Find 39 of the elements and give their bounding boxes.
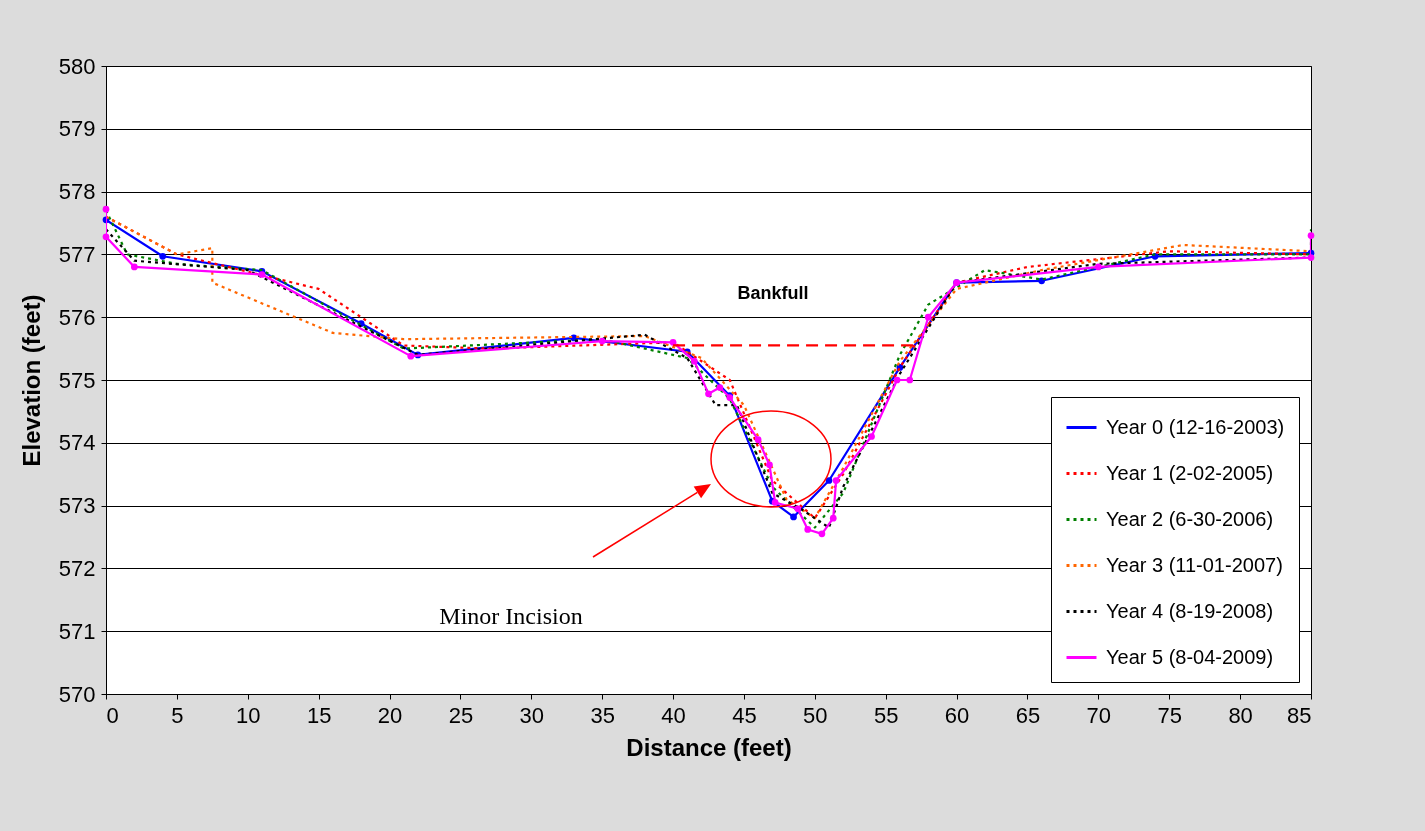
annotation: Bankfull — [737, 283, 809, 303]
y-tick-label: 573 — [58, 493, 96, 519]
legend-label: Year 1 (2-02-2005) — [1106, 461, 1274, 484]
y-tick-label: 574 — [58, 430, 96, 456]
x-tick-label: 15 — [306, 702, 332, 728]
y-axis-title: Elevation (feet) — [17, 294, 45, 467]
y-tick-label: 579 — [58, 116, 96, 142]
x-tick-label: 20 — [377, 702, 403, 728]
x-tick-label: 75 — [1157, 702, 1182, 728]
legend-label: Year 0 (12-16-2003) — [1106, 415, 1285, 438]
x-tick-label: 85 — [1287, 702, 1312, 728]
legend-label: Year 2 (6-30-2006) — [1106, 507, 1274, 530]
x-tick-label: 65 — [1015, 702, 1041, 728]
x-tick-label: 55 — [873, 702, 899, 728]
x-axis-title: Distance (feet) — [626, 733, 792, 761]
legend-label: Year 3 (11-01-2007) — [1106, 553, 1283, 576]
y-tick-label: 575 — [58, 367, 96, 393]
y-tick-label: 570 — [58, 681, 96, 707]
y-tick-label: 578 — [58, 179, 96, 205]
x-tick-label: 40 — [661, 702, 686, 728]
x-tick-label: 25 — [448, 702, 474, 728]
x-tick-label: 10 — [236, 702, 261, 728]
legend-label: Year 5 (8-04-2009) — [1106, 645, 1274, 668]
legend-label: Year 4 (8-19-2008) — [1106, 599, 1274, 622]
y-tick-label: 577 — [58, 241, 96, 267]
y-tick-label: 580 — [58, 53, 96, 79]
x-tick-label: 70 — [1086, 702, 1112, 728]
x-tick-label: 80 — [1228, 702, 1253, 728]
x-tick-label: 30 — [519, 702, 545, 728]
x-tick-label: 5 — [171, 702, 184, 728]
x-tick-label: 50 — [803, 702, 828, 728]
x-tick-label: 60 — [944, 702, 970, 728]
x-tick-label: 45 — [732, 702, 757, 728]
x-tick-label: 35 — [590, 702, 615, 728]
y-tick-label: 572 — [58, 555, 96, 581]
y-tick-label: 571 — [58, 618, 96, 644]
annotation: Minor Incision — [439, 603, 583, 629]
y-tick-label: 576 — [58, 304, 96, 330]
x-tick-label: 0 — [106, 702, 119, 728]
